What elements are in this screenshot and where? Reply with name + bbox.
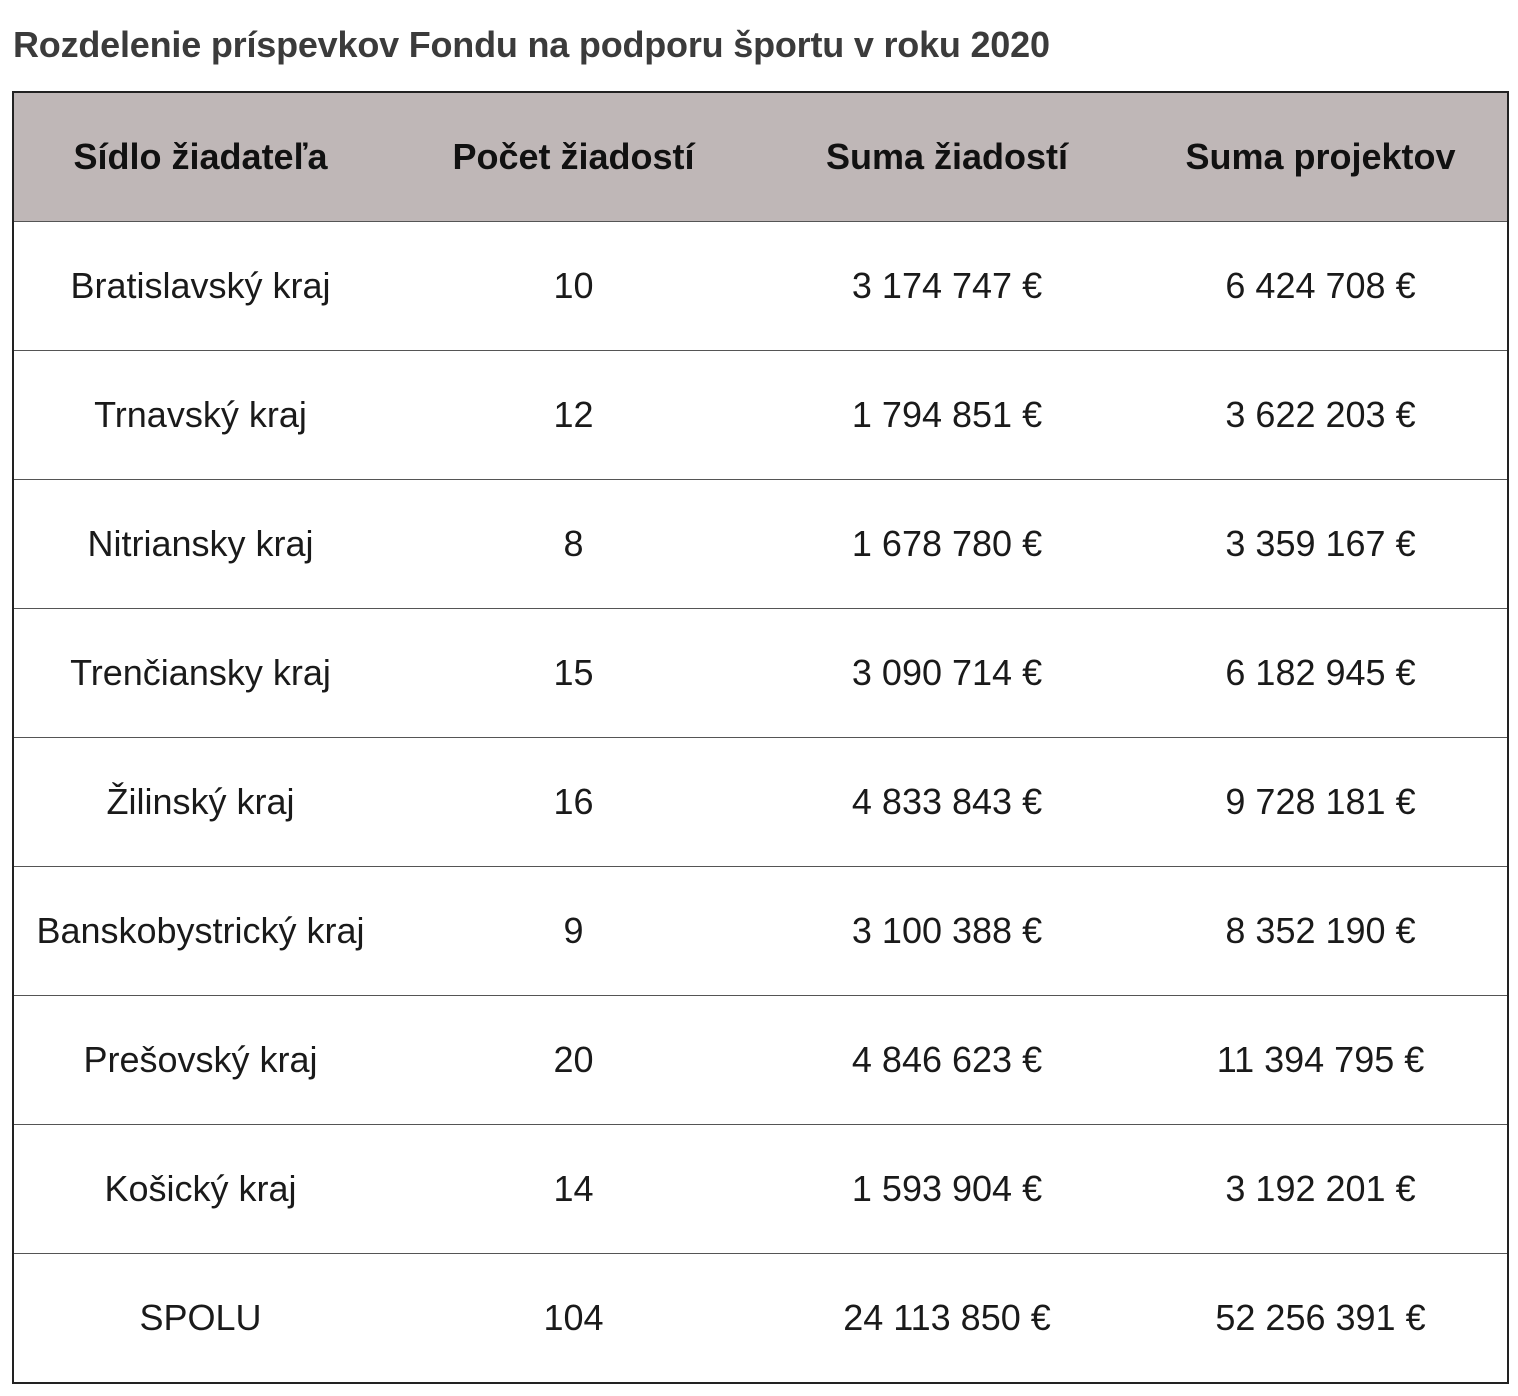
count-cell: 12 [387,350,760,480]
table-row: Trnavský kraj 12 1 794 851 € 3 622 203 € [13,350,1508,480]
total-row: SPOLU 104 24 113 850 € 52 256 391 € [13,1253,1508,1383]
header-application-count: Počet žiadostí [387,92,760,222]
application-sum-cell: 3 100 388 € [760,866,1134,996]
project-sum-cell: 3 359 167 € [1134,479,1508,609]
region-cell: Trenčiansky kraj [13,608,387,738]
table-row: Nitriansky kraj 8 1 678 780 € 3 359 167 … [13,479,1508,609]
table-row: Banskobystrický kraj 9 3 100 388 € 8 352… [13,866,1508,996]
table-row: Žilinský kraj 16 4 833 843 € 9 728 181 € [13,737,1508,867]
count-cell: 10 [387,221,760,351]
project-sum-cell: 11 394 795 € [1134,995,1508,1125]
table-row: Prešovský kraj 20 4 846 623 € 11 394 795… [13,995,1508,1125]
application-sum-cell: 1 794 851 € [760,350,1134,480]
count-cell: 20 [387,995,760,1125]
application-sum-cell: 3 174 747 € [760,221,1134,351]
total-application-sum-cell: 24 113 850 € [760,1253,1134,1383]
header-row: Sídlo žiadateľa Počet žiadostí Suma žiad… [13,92,1508,222]
application-sum-cell: 4 833 843 € [760,737,1134,867]
table-row: Trenčiansky kraj 15 3 090 714 € 6 182 94… [13,608,1508,738]
project-sum-cell: 6 424 708 € [1134,221,1508,351]
table-header: Sídlo žiadateľa Počet žiadostí Suma žiad… [13,92,1508,222]
count-cell: 16 [387,737,760,867]
application-sum-cell: 1 593 904 € [760,1124,1134,1254]
count-cell: 14 [387,1124,760,1254]
table-row: Bratislavský kraj 10 3 174 747 € 6 424 7… [13,221,1508,351]
application-sum-cell: 3 090 714 € [760,608,1134,738]
header-project-sum: Suma projektov [1134,92,1508,222]
application-sum-cell: 4 846 623 € [760,995,1134,1125]
count-cell: 9 [387,866,760,996]
region-cell: Nitriansky kraj [13,479,387,609]
table-body: Bratislavský kraj 10 3 174 747 € 6 424 7… [13,221,1508,1383]
total-label-cell: SPOLU [13,1253,387,1383]
project-sum-cell: 3 192 201 € [1134,1124,1508,1254]
region-cell: Trnavský kraj [13,350,387,480]
project-sum-cell: 9 728 181 € [1134,737,1508,867]
region-cell: Prešovský kraj [13,995,387,1125]
application-sum-cell: 1 678 780 € [760,479,1134,609]
total-project-sum-cell: 52 256 391 € [1134,1253,1508,1383]
header-application-sum: Suma žiadostí [760,92,1134,222]
header-applicant-seat: Sídlo žiadateľa [13,92,387,222]
count-cell: 15 [387,608,760,738]
page-title: Rozdelenie príspevkov Fondu na podporu š… [13,24,1050,65]
count-cell: 8 [387,479,760,609]
project-sum-cell: 8 352 190 € [1134,866,1508,996]
table-row: Košický kraj 14 1 593 904 € 3 192 201 € [13,1124,1508,1254]
funding-table: Sídlo žiadateľa Počet žiadostí Suma žiad… [12,91,1509,1384]
region-cell: Žilinský kraj [13,737,387,867]
region-cell: Banskobystrický kraj [13,866,387,996]
project-sum-cell: 6 182 945 € [1134,608,1508,738]
region-cell: Bratislavský kraj [13,221,387,351]
total-count-cell: 104 [387,1253,760,1383]
region-cell: Košický kraj [13,1124,387,1254]
project-sum-cell: 3 622 203 € [1134,350,1508,480]
